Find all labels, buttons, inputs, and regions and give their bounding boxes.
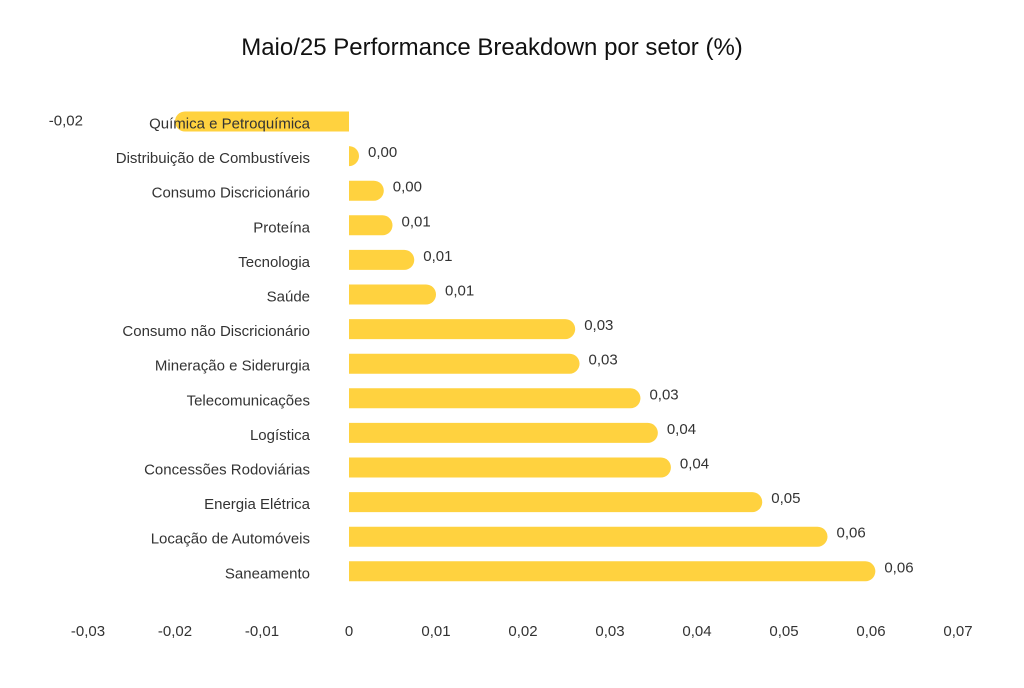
category-label: Consumo não Discricionário <box>122 323 310 340</box>
bar <box>349 422 658 443</box>
value-label: -0,02 <box>49 113 83 130</box>
x-tick-label: 0,04 <box>682 623 711 640</box>
category-label: Locação de Automóveis <box>151 531 310 548</box>
value-label: 0,06 <box>884 559 913 576</box>
category-label: Concessões Rodoviárias <box>144 462 310 479</box>
value-label: 0,00 <box>368 144 397 161</box>
x-tick-label: 0,01 <box>421 623 450 640</box>
value-label: 0,01 <box>402 213 431 230</box>
bars-group <box>175 111 876 582</box>
bar <box>349 457 671 478</box>
value-label: 0,00 <box>393 179 422 196</box>
bar <box>175 111 349 132</box>
category-label: Saneamento <box>225 565 310 582</box>
x-tick-label: 0,06 <box>856 623 885 640</box>
category-label: Distribuição de Combustíveis <box>116 150 310 167</box>
x-tick-label: 0,07 <box>943 623 972 640</box>
category-labels-group: Química e Petroquímica Distribuição de Co… <box>116 116 311 583</box>
bar <box>349 353 580 374</box>
x-tick-label: -0,01 <box>245 623 279 640</box>
value-label: 0,01 <box>445 283 474 300</box>
chart-title: Maio/25 Performance Breakdown por setor … <box>241 34 743 61</box>
category-label: Telecomunicações <box>187 392 310 409</box>
x-tick-label: 0,05 <box>769 623 798 640</box>
value-label: 0,03 <box>589 352 618 369</box>
x-tick-label: 0,02 <box>508 623 537 640</box>
bar <box>349 561 876 582</box>
x-tick-label: -0,03 <box>71 623 105 640</box>
value-label: 0,04 <box>680 456 709 473</box>
bar <box>349 215 393 236</box>
category-label: Mineração e Siderurgia <box>155 358 311 375</box>
value-label: 0,01 <box>423 248 452 265</box>
category-label: Logística <box>250 427 311 444</box>
category-label: Química e Petroquímica <box>149 116 311 133</box>
bar <box>349 492 763 513</box>
category-label: Energia Elétrica <box>204 496 311 513</box>
value-labels-group: -0,02 0,00 0,00 0,01 0,01 0,01 0,03 0,03 0,03 0,0… <box>49 113 914 577</box>
bar <box>349 388 641 409</box>
x-tick-label: 0,03 <box>595 623 624 640</box>
category-label: Saúde <box>267 289 310 306</box>
value-label: 0,06 <box>837 525 866 542</box>
value-label: 0,04 <box>667 421 696 438</box>
x-tick-label: 0 <box>345 623 353 640</box>
bar <box>349 180 384 201</box>
x-tick-label: -0,02 <box>158 623 192 640</box>
category-label: Tecnologia <box>238 254 310 271</box>
bar <box>349 284 437 305</box>
bar <box>349 526 828 547</box>
category-label: Proteína <box>253 219 310 236</box>
bar <box>349 146 359 167</box>
bar <box>349 249 415 270</box>
category-label: Consumo Discricionário <box>152 185 310 202</box>
value-label: 0,03 <box>584 317 613 334</box>
x-tick-labels-group: -0,03 -0,02 -0,01 0 0,01 0,02 0,03 0,04 0,05 0,06… <box>71 623 973 640</box>
value-label: 0,05 <box>771 490 800 507</box>
value-label: 0,03 <box>649 386 678 403</box>
bar <box>349 319 576 340</box>
